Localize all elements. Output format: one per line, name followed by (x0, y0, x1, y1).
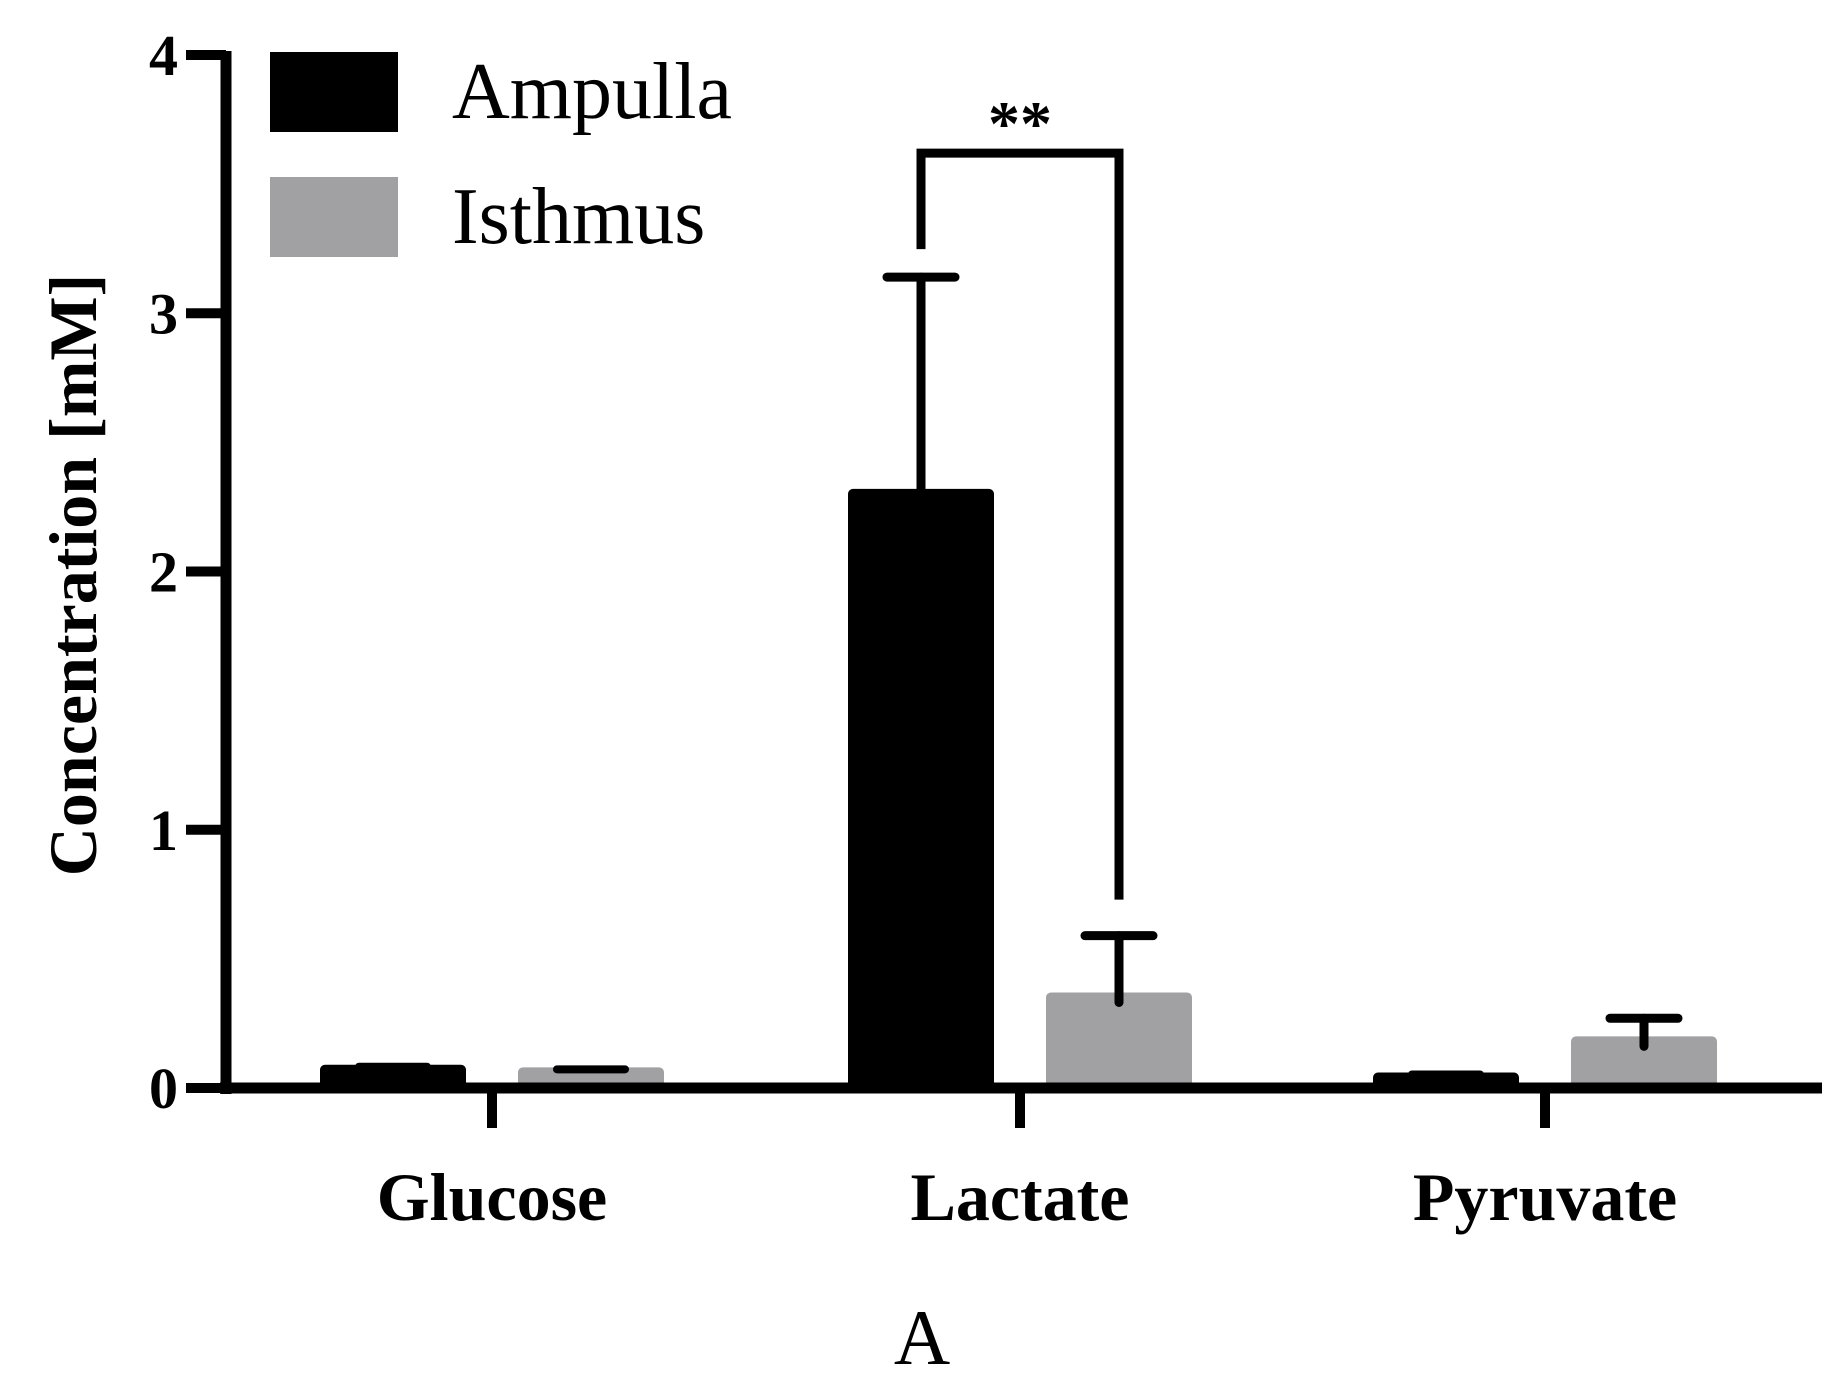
x-axis-title: A (894, 1294, 950, 1381)
bar-isthmus-lactate (1046, 992, 1192, 1088)
legend-swatch-ampulla (270, 52, 398, 132)
y-ticks-layer: 0 1 2 3 4 (149, 23, 226, 1121)
legend-swatch-isthmus (270, 177, 398, 257)
y-axis-title: Concentration [mM] (35, 274, 111, 876)
bars-layer (320, 488, 1717, 1088)
legend: Ampulla Isthmus (270, 48, 732, 261)
y-tick-label: 2 (149, 540, 178, 605)
x-ticks-layer: Glucose Lactate Pyruvate (377, 1088, 1677, 1235)
x-tick-label-glucose: Glucose (377, 1159, 607, 1235)
bar-isthmus-pyruvate (1571, 1036, 1717, 1088)
y-tick-label: 0 (149, 1056, 178, 1121)
bar-ampulla-glucose (320, 1064, 466, 1088)
x-tick-label-pyruvate: Pyruvate (1413, 1159, 1677, 1235)
y-tick-label: 4 (149, 23, 178, 88)
y-tick-label: 1 (149, 798, 178, 863)
legend-label-isthmus: Isthmus (452, 173, 705, 261)
significance-layer: ** (916, 88, 1124, 900)
bar-ampulla-lactate (848, 488, 994, 1088)
error-bars-layer (355, 272, 1683, 1079)
x-tick-label-lactate: Lactate (910, 1159, 1129, 1235)
significance-stars: ** (988, 88, 1052, 159)
significance-bracket (916, 148, 1124, 900)
legend-label-ampulla: Ampulla (452, 48, 732, 136)
y-tick-label: 3 (149, 281, 178, 346)
